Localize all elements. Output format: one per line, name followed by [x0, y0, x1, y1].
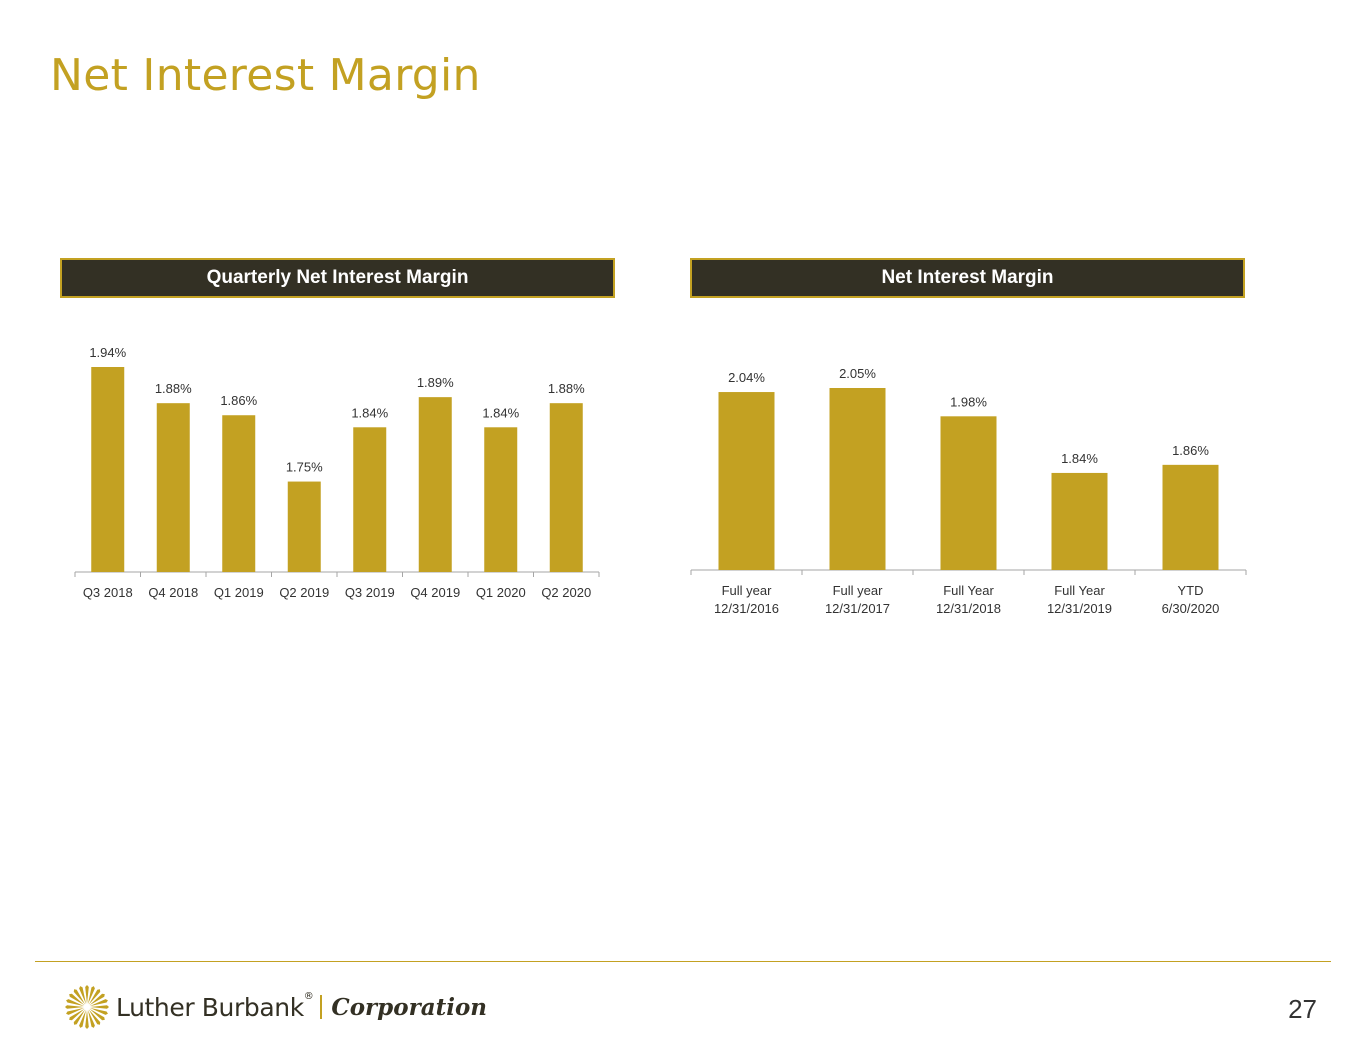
bar	[91, 367, 125, 572]
bar-value-label: 1.86%	[1172, 443, 1209, 458]
bar-value-label: 1.86%	[220, 393, 257, 408]
bar-value-label: 2.05%	[839, 366, 876, 381]
annual-nim-chart: 2.04% Full year 12/31/2016 2.05% Full year 12…	[690, 366, 1247, 616]
sun-ray	[87, 1009, 95, 1028]
category-label: Q1 2020	[476, 585, 526, 600]
bar	[1051, 472, 1108, 570]
category-label: 12/31/2019	[1047, 601, 1112, 616]
logo-suffix: Corporation	[331, 993, 488, 1021]
logo-name: Luther Burbank®	[116, 990, 314, 1022]
bar-value-label: 1.98%	[950, 394, 987, 409]
sun-ray	[85, 985, 89, 1004]
sun-ray	[73, 989, 86, 1005]
bar	[829, 388, 886, 570]
company-logo: Luther Burbank® Corporation	[64, 984, 487, 1030]
category-label: 12/31/2016	[714, 601, 779, 616]
sun-ray	[65, 1005, 84, 1009]
category-label: Full Year	[1054, 583, 1105, 598]
annual-chart-header: Net Interest Margin	[690, 258, 1245, 298]
logo-separator	[320, 995, 323, 1019]
category-label: Full year	[833, 583, 884, 598]
sun-ray	[79, 986, 87, 1005]
bar	[418, 397, 452, 572]
category-label: Q2 2020	[541, 585, 591, 600]
sun-ray	[89, 993, 105, 1006]
sun-ray	[89, 1007, 108, 1015]
bar-value-label: 1.88%	[155, 381, 192, 396]
bar-value-label: 1.88%	[548, 381, 585, 396]
bar	[484, 427, 518, 572]
sunburst-icon	[65, 985, 109, 1029]
sun-ray	[79, 1009, 87, 1028]
sun-ray	[87, 986, 95, 1005]
category-label: YTD	[1178, 583, 1204, 598]
sun-ray	[73, 1009, 86, 1025]
sun-ray	[85, 1010, 89, 1029]
bar-value-label: 1.84%	[1061, 451, 1098, 466]
bar	[222, 415, 256, 572]
category-label: 12/31/2017	[825, 601, 890, 616]
page-title: Net Interest Margin	[50, 50, 481, 101]
category-label: Q3 2019	[345, 585, 395, 600]
sun-ray	[66, 999, 85, 1007]
bar	[718, 392, 775, 570]
sun-ray	[89, 999, 108, 1007]
category-label: Full Year	[943, 583, 994, 598]
quarterly-nim-chart: 1.94% Q3 2018 1.88% Q4 2018 1.86% Q1 2019 1.75…	[74, 345, 600, 600]
page-number: 27	[1288, 994, 1317, 1024]
bar-value-label: 1.84%	[351, 405, 388, 420]
sun-ray	[66, 1007, 85, 1015]
bar-value-label: 1.94%	[89, 345, 126, 360]
registered-mark: ®	[303, 990, 314, 1002]
bar	[1162, 464, 1219, 570]
category-label: Q2 2019	[279, 585, 329, 600]
quarterly-chart-header: Quarterly Net Interest Margin	[60, 258, 615, 298]
sun-ray	[69, 1008, 85, 1021]
sun-ray	[88, 1009, 101, 1025]
category-label: Q1 2019	[214, 585, 264, 600]
bar	[940, 416, 997, 570]
sun-ray	[69, 993, 85, 1006]
bar	[287, 481, 321, 572]
category-label: Q3 2018	[83, 585, 133, 600]
category-label: Q4 2019	[410, 585, 460, 600]
category-label: 6/30/2020	[1162, 601, 1220, 616]
category-label: Q4 2018	[148, 585, 198, 600]
category-label: 12/31/2018	[936, 601, 1001, 616]
sun-ray	[89, 1008, 105, 1021]
bar-value-label: 1.75%	[286, 460, 323, 475]
category-label: Full year	[722, 583, 773, 598]
bar-value-label: 2.04%	[728, 370, 765, 385]
sun-ray	[88, 989, 101, 1005]
footer-divider	[35, 961, 1331, 962]
bar	[353, 427, 387, 572]
bar-value-label: 1.89%	[417, 375, 454, 390]
bar	[549, 403, 583, 572]
bar-value-label: 1.84%	[482, 405, 519, 420]
bar	[156, 403, 190, 572]
sun-center	[84, 1004, 90, 1010]
sun-ray	[90, 1005, 109, 1009]
